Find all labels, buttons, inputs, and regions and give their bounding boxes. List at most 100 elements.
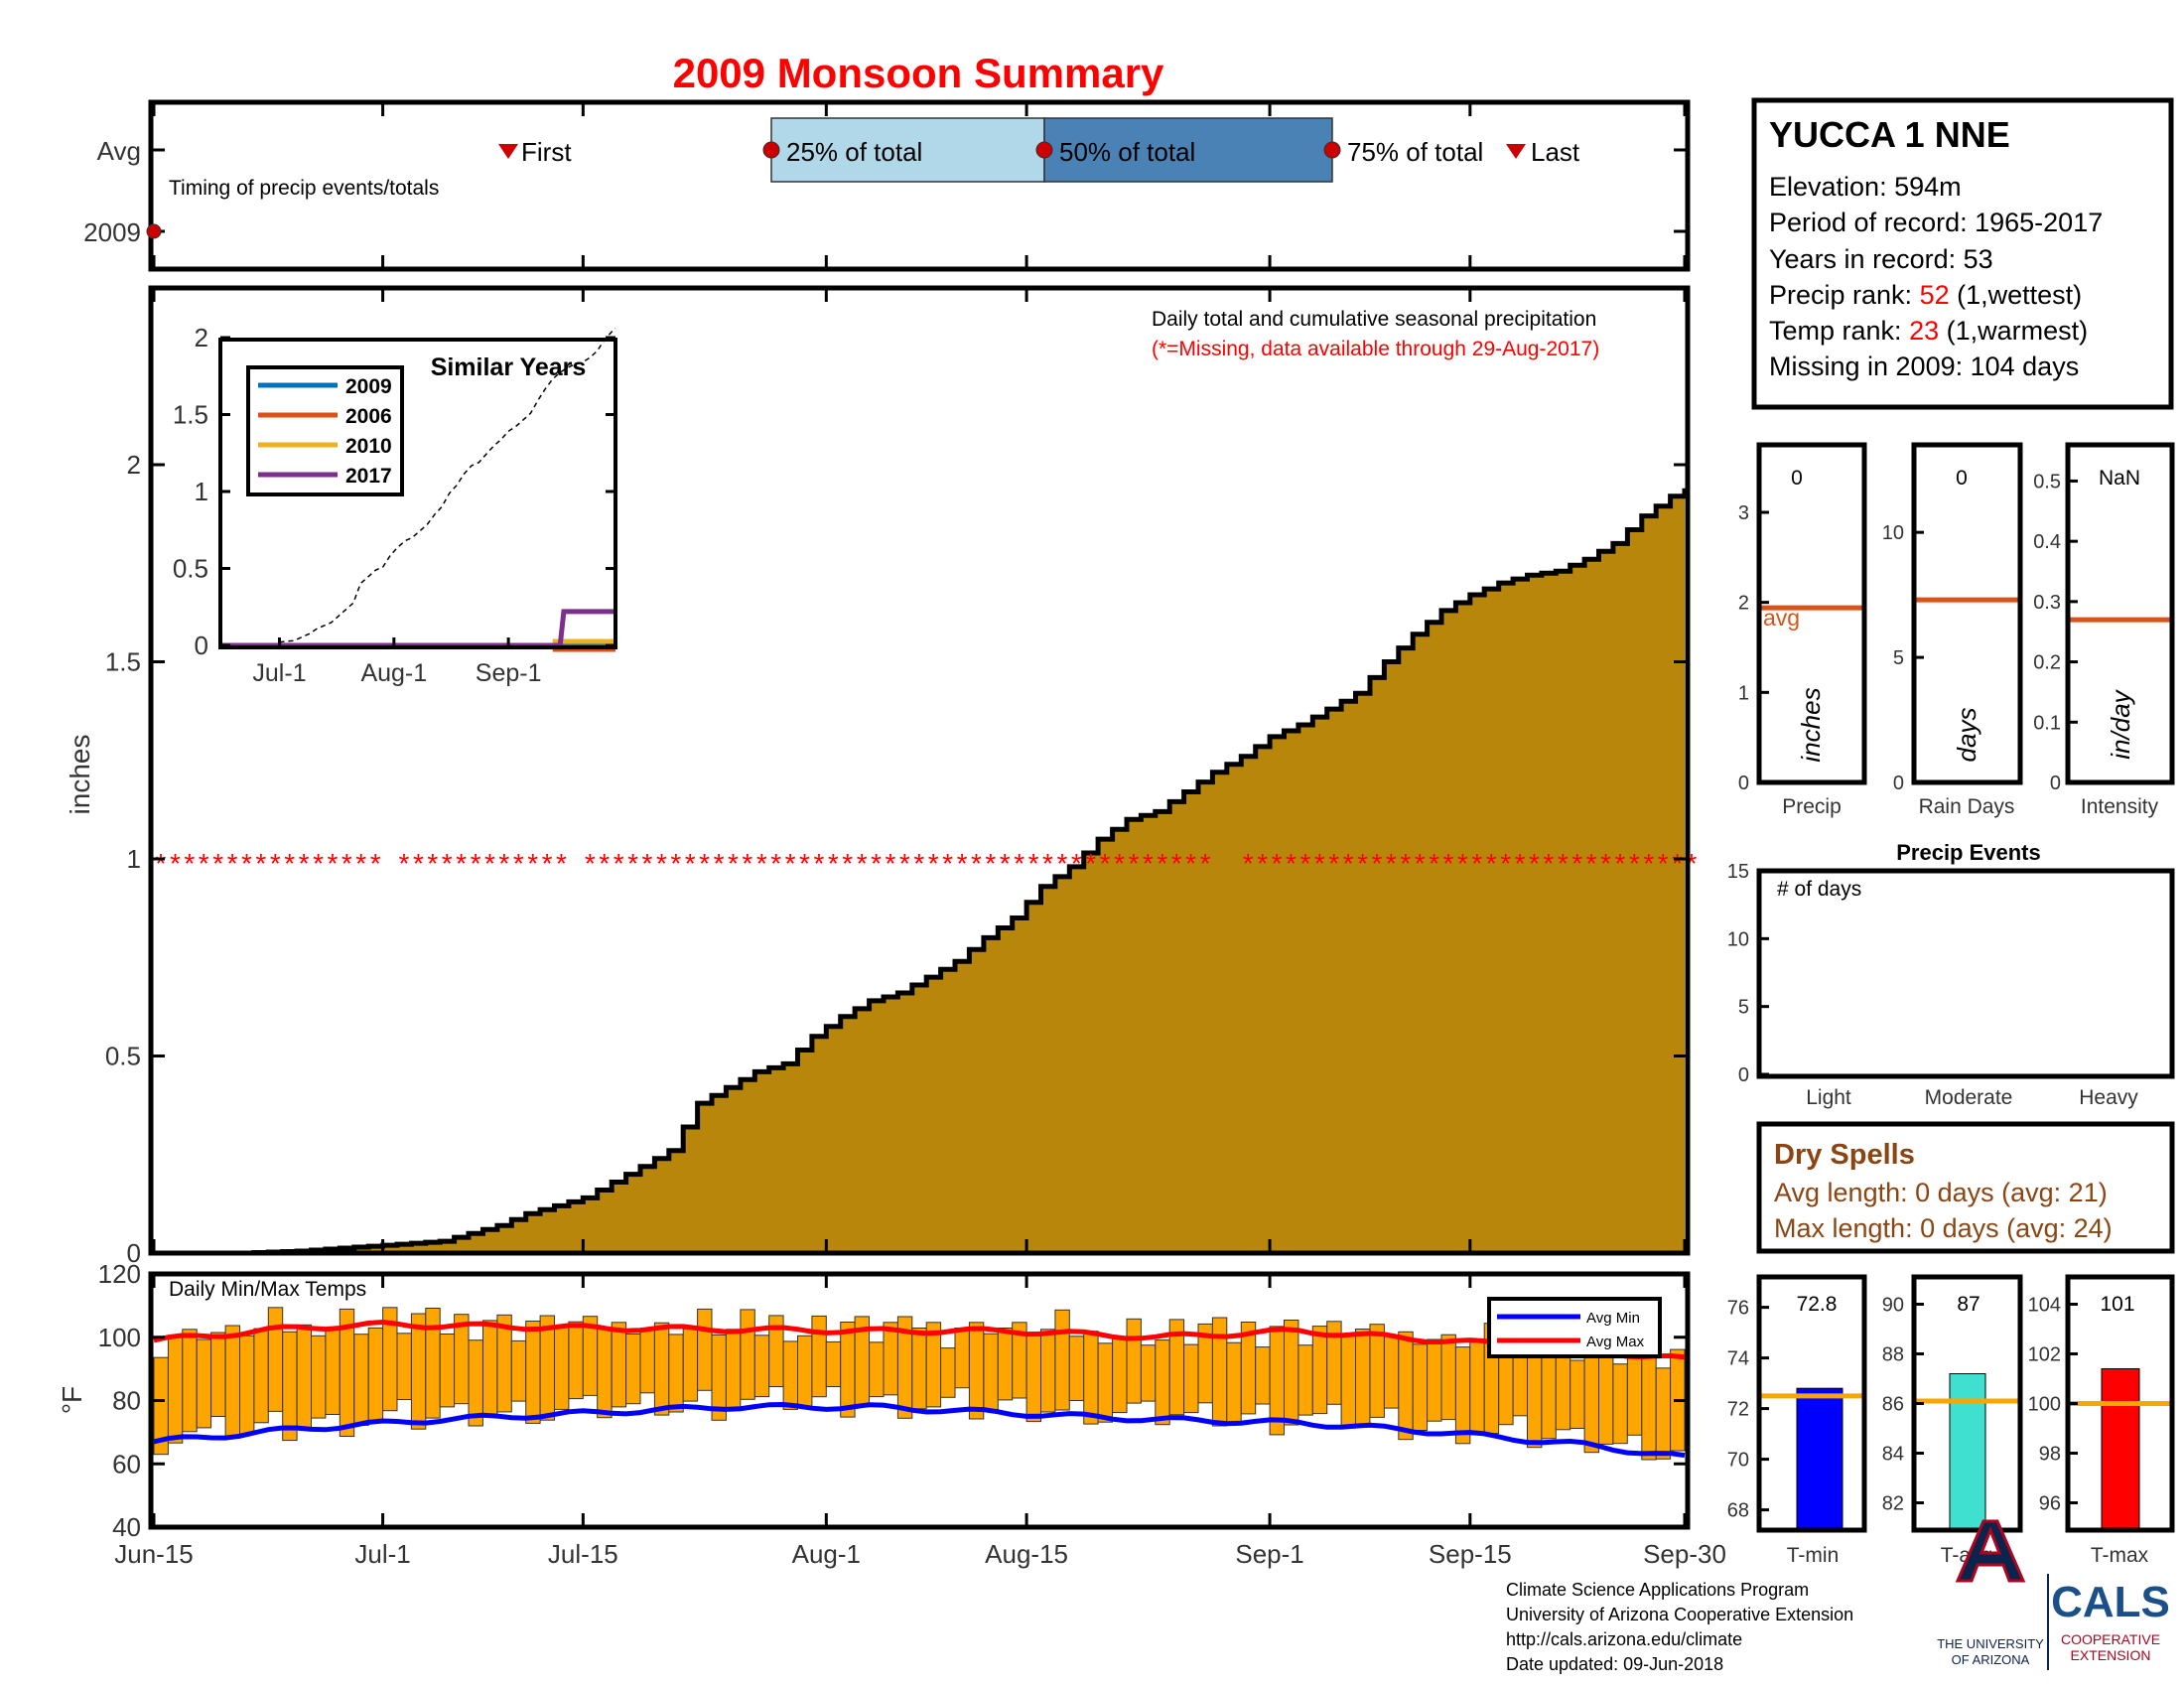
footer-credits: Climate Science Applications Program Uni… <box>1506 1580 1853 1674</box>
daily-temp-bar <box>1054 1309 1070 1411</box>
station-name: YUCCA 1 NNE <box>1769 114 2010 155</box>
missing-star: * <box>770 848 781 879</box>
daily-temp-bar <box>1427 1338 1442 1422</box>
missing-star: * <box>1443 848 1454 879</box>
precip-events-y-axis: 0 5 10 15 <box>1727 861 1769 1086</box>
daily-temp-bar <box>1083 1331 1099 1425</box>
missing-star: * <box>1157 848 1167 879</box>
missing-star: * <box>585 848 596 879</box>
missing-star: * <box>1486 848 1497 879</box>
temp-rank-label: Temp rank: <box>1769 316 1902 346</box>
inset-y-axis: 0 0.5 1 1.5 2 <box>173 323 615 660</box>
mini-y-tick-label: 82 <box>1882 1493 1904 1515</box>
missing-star: * <box>527 848 538 879</box>
daily-temp-bar <box>869 1341 885 1398</box>
missing-star: * <box>427 848 438 879</box>
missing-star: * <box>1600 848 1611 879</box>
missing-star: * <box>1343 848 1354 879</box>
station-precip-rank: Precip rank: 52 (1,wettest) <box>1769 280 2082 310</box>
temp-y-label: °F <box>57 1386 87 1414</box>
temp-y-tick-label: 60 <box>112 1449 141 1478</box>
main-y-tick-label: 0 <box>127 1238 141 1268</box>
missing-star: * <box>656 848 667 879</box>
daily-temp-bar <box>1612 1363 1628 1445</box>
missing-star: * <box>942 848 953 879</box>
inset-y-tick-label: 0 <box>195 631 208 660</box>
daily-temp-bar <box>525 1321 541 1424</box>
missing-star: * <box>742 848 752 879</box>
timing-first-label: First <box>521 137 572 167</box>
rain-days-panel-frame <box>1911 442 2023 785</box>
daily-temp-bar <box>1454 1346 1471 1445</box>
legend-label-2006: 2006 <box>345 405 392 428</box>
mini-y-tick-label: 70 <box>1727 1450 1749 1472</box>
mini-y-tick-label: 74 <box>1727 1348 1749 1370</box>
tmin-value: 72.8 <box>1797 1293 1838 1316</box>
missing-star: * <box>156 848 167 879</box>
missing-star: * <box>1056 848 1067 879</box>
daily-temp-bar <box>210 1332 226 1417</box>
precip-rank-value: 52 <box>1920 280 1950 310</box>
missing-star: * <box>1515 848 1526 879</box>
daily-temp-bar <box>296 1324 313 1430</box>
timing-p50-label: 50% of total <box>1059 137 1195 167</box>
missing-star: * <box>1085 848 1096 879</box>
timing-axis-ticks <box>151 102 1688 269</box>
dry-spells-frame <box>1756 1121 2175 1254</box>
missing-star: * <box>871 848 882 879</box>
main-y-tick-label: 1 <box>127 844 141 874</box>
missing-star: * <box>355 848 366 879</box>
missing-star: * <box>1372 848 1383 879</box>
daily-temp-bar <box>940 1347 956 1398</box>
inset-title: Similar Years <box>431 353 587 381</box>
daily-temp-bar <box>1355 1329 1371 1428</box>
daily-temp-bar <box>983 1333 999 1410</box>
intensity-panel-y-axis: 0 0.1 0.2 0.3 0.4 0.5 <box>2033 471 2078 794</box>
x-tick-label: Sep-1 <box>1235 1539 1303 1569</box>
daily-temp-bar <box>1369 1324 1385 1418</box>
intensity-xlabel: Intensity <box>2081 795 2159 818</box>
inset-y-tick-label: 1 <box>195 477 208 506</box>
daily-temp-bar <box>410 1313 427 1430</box>
legend-label-2017: 2017 <box>345 465 392 488</box>
mini-y-tick-label: 10 <box>1727 928 1749 950</box>
temp-legend-item-avg-min: Avg Min <box>1497 1310 1640 1327</box>
mini-y-tick-label: 3 <box>1738 502 1749 524</box>
daily-temp-bar <box>725 1329 742 1410</box>
avg-min-line <box>153 1401 1686 1459</box>
missing-star: * <box>756 848 767 879</box>
tmin-xlabel: T-min <box>1787 1544 1840 1567</box>
events-moderate-label: Moderate <box>1925 1086 2013 1109</box>
daily-temp-bar <box>1412 1343 1429 1432</box>
x-tick-label: Jun-15 <box>114 1539 194 1569</box>
mini-y-tick-label: 0 <box>1738 1064 1749 1086</box>
mini-y-tick-label: 84 <box>1882 1444 1904 1466</box>
daily-temp-bar <box>325 1329 341 1415</box>
timing-50-75-box <box>1043 117 1333 183</box>
missing-star: * <box>899 848 910 879</box>
footer-line-1: Climate Science Applications Program <box>1506 1580 1809 1600</box>
main-x-axis: Jun-15 Jul-1 Jul-15 Aug-1 Aug-15 Sep-1 Sep-15 S… <box>114 288 1726 1569</box>
missing-star: * <box>886 848 896 879</box>
inset-y-tick-label: 2 <box>195 323 208 352</box>
missing-star: * <box>327 848 338 879</box>
daily-temp-bar <box>167 1336 184 1444</box>
missing-star: * <box>857 848 868 879</box>
cals-wordmark: CALS <box>2051 1578 2170 1626</box>
daily-temp-bar <box>1068 1336 1085 1402</box>
missing-star: * <box>971 848 982 879</box>
mini-y-tick-label: 68 <box>1727 1500 1749 1522</box>
missing-star: * <box>370 848 381 879</box>
missing-star: * <box>1415 848 1426 879</box>
legend-label-2009: 2009 <box>345 375 392 398</box>
rain-days-xlabel: Rain Days <box>1919 795 2015 818</box>
missing-star: * <box>556 848 567 879</box>
missing-star: * <box>1687 848 1698 879</box>
missing-star: * <box>1286 848 1297 879</box>
missing-star: * <box>1400 848 1411 879</box>
tmax-xlabel: T-max <box>2091 1544 2149 1567</box>
missing-star: * <box>1658 848 1669 879</box>
precip-value: 0 <box>1791 467 1803 490</box>
daily-temp-bar <box>1226 1341 1242 1425</box>
mini-y-tick-label: 88 <box>1882 1344 1904 1366</box>
